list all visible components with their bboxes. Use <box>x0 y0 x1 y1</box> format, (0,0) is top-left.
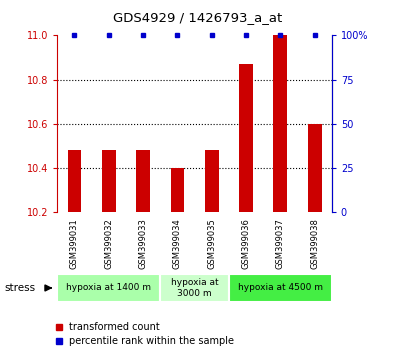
Bar <box>229 274 332 302</box>
Bar <box>160 274 229 302</box>
Bar <box>205 150 218 212</box>
Text: GSM399034: GSM399034 <box>173 218 182 269</box>
Text: hypoxia at 1400 m: hypoxia at 1400 m <box>66 284 151 292</box>
Text: GSM399038: GSM399038 <box>310 218 319 269</box>
Text: transformed count: transformed count <box>69 322 160 332</box>
Text: percentile rank within the sample: percentile rank within the sample <box>69 336 234 346</box>
Bar <box>273 35 287 212</box>
Bar <box>136 150 150 212</box>
Bar <box>57 274 160 302</box>
Bar <box>239 64 253 212</box>
Bar <box>308 124 322 212</box>
Text: GDS4929 / 1426793_a_at: GDS4929 / 1426793_a_at <box>113 11 282 24</box>
Text: GSM399035: GSM399035 <box>207 218 216 269</box>
Text: GSM399033: GSM399033 <box>139 218 148 269</box>
Text: GSM399036: GSM399036 <box>241 218 250 269</box>
Text: GSM399031: GSM399031 <box>70 218 79 269</box>
Bar <box>68 150 81 212</box>
Text: hypoxia at 4500 m: hypoxia at 4500 m <box>238 284 323 292</box>
Text: GSM399037: GSM399037 <box>276 218 285 269</box>
Text: stress: stress <box>4 283 35 293</box>
Text: hypoxia at
3000 m: hypoxia at 3000 m <box>171 278 218 298</box>
Bar <box>102 150 116 212</box>
Bar <box>171 168 184 212</box>
Text: GSM399032: GSM399032 <box>104 218 113 269</box>
